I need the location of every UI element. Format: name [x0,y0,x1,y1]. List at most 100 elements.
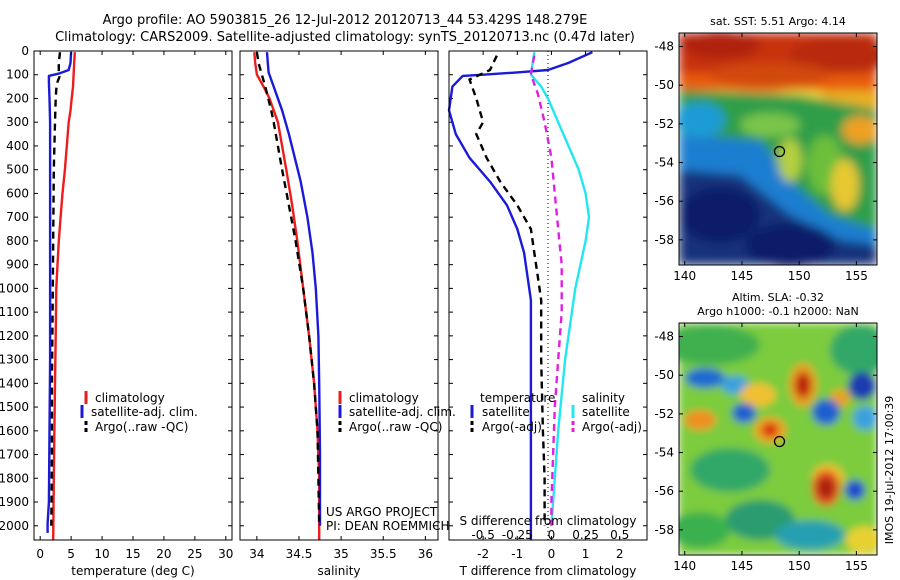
lon-tick-label: 145 [730,269,753,283]
salinity-frame [239,50,439,541]
difference-lines [447,51,593,540]
depth-tick-label: 0 [21,44,29,58]
salinity-legend: climatology satellite-adj. clim. Argo(..… [338,391,456,434]
sla-map-title2: Argo h1000: -0.1 h2000: NaN [697,305,859,318]
lat-tick-label: -54 [654,156,674,170]
x-tick-label: 35 [333,547,348,561]
lon-tick-label: 150 [788,269,811,283]
legend-climatology: climatology [95,391,165,405]
depth-tick-label: 1600 [0,424,29,438]
x-tick-label: 36 [418,547,433,561]
series-line-3 [529,55,563,526]
legend-s-satellite: satellite [582,405,630,419]
depth-tick-label: 1000 [0,281,29,295]
series-line-0 [447,51,593,540]
difference-legend: temperature satellite Argo(-adj) salinit… [470,391,642,434]
depth-tick-label: 600 [6,186,29,200]
legend-s-argo: Argo(-adj) [582,420,642,434]
s-difference-label: S difference from climatology [460,514,637,528]
depth-tick-label: 1200 [0,329,29,343]
legend-salinity-heading: salinity [582,391,625,405]
s-tick-label: 0.5 [610,528,629,542]
depth-tick-label: 1800 [0,471,29,485]
s-tick-label: -0.25 [502,528,533,542]
depth-tick-label: 900 [6,258,29,272]
sst-map-panel: sat. SST: 5.51 Argo: 4.14 [654,15,878,283]
salinity-lines [253,52,322,540]
depth-tick-label: 1400 [0,376,29,390]
t-difference-label: T difference from climatology [459,564,637,578]
argo-float-marker [773,435,786,448]
legend-temperature-heading: temperature [480,391,555,405]
depth-tick-label: 400 [6,139,29,153]
lat-tick-label: -48 [654,330,674,344]
temperature-legend: climatology satellite-adj. clim. Argo(..… [80,391,198,434]
x-tick-label: 5 [67,547,75,561]
depth-tick-label: 300 [6,115,29,129]
x-tick-label: 1 [582,547,590,561]
depth-tick-label: 800 [6,234,29,248]
x-tick-label: -2 [477,547,489,561]
x-tick-label: 2 [616,547,624,561]
lat-tick-label: -50 [654,368,674,382]
x-tick-label: 35.5 [370,547,397,561]
s-tick-label: 0 [548,528,556,542]
x-tick-label: 20 [156,547,171,561]
salinity-axis-label: salinity [317,564,360,578]
s-tick-label: -0.5 [471,528,494,542]
sla-map-title1: Altim. SLA: -0.32 [732,291,824,304]
legend-argo: Argo(..raw -QC) [95,420,188,434]
sla-map-frame [678,322,878,556]
pi-annotation: PI: DEAN ROEMMICH [326,519,449,533]
s-difference-ticks: -0.5 -0.25 0 0.25 0.5 [471,528,629,542]
depth-tick-label: 700 [6,210,29,224]
difference-frame [448,50,648,541]
sst-map-ticks: 140 145 150 155 -48 -50 -52 -54 -56 -58 [654,33,877,283]
series-line-2 [255,52,321,526]
lat-tick-label: -50 [654,78,674,92]
series-line-1 [46,52,73,533]
salinity-panel: 34 34.5 35 35.5 36 salinity climatology sate… [239,50,456,578]
sla-field [679,323,877,555]
temperature-lines [46,52,76,541]
lon-tick-label: 155 [845,559,868,573]
series-line-0 [52,52,76,541]
s-tick-label: 0.25 [572,528,599,542]
legend-satellite: satellite-adj. clim. [91,405,198,419]
lat-tick-label: -52 [654,117,674,131]
x-tick-label: 15 [125,547,140,561]
argo-float-marker [773,145,786,158]
depth-tick-label: 1300 [0,353,29,367]
figure-title-line2: Climatology: CARS2009. Satellite-adjuste… [55,30,635,45]
x-tick-label: 10 [94,547,109,561]
legend-climatology: climatology [349,391,419,405]
legend-t-satellite: satellite [482,405,530,419]
series-line-2 [529,52,591,526]
depth-axis-ticks: 0 100 200 300 400 500 600 700 800 900 1000 1100 1200… [0,44,647,533]
series-line-1 [265,52,322,526]
depth-tick-label: 500 [6,163,29,177]
x-tick-label: 30 [218,547,233,561]
lon-tick-label: 140 [673,559,696,573]
depth-tick-label: 1900 [0,495,29,509]
lat-tick-label: -58 [654,523,674,537]
lon-tick-label: 140 [673,269,696,283]
lon-tick-label: 150 [788,559,811,573]
depth-tick-label: 1100 [0,305,29,319]
legend-satellite: satellite-adj. clim. [349,405,456,419]
lon-tick-label: 155 [845,269,868,283]
lat-tick-label: -56 [654,194,674,208]
temperature-axis-label: temperature (deg C) [71,564,194,578]
depth-tick-label: 2000 [0,519,29,533]
lat-tick-label: -52 [654,407,674,421]
temperature-axis-ticks: 0 5 10 15 20 25 30 [36,51,233,561]
x-tick-label: 25 [187,547,202,561]
legend-argo: Argo(..raw -QC) [349,420,442,434]
x-tick-label: 34.5 [286,547,313,561]
depth-tick-label: 1500 [0,400,29,414]
depth-tick-label: 1700 [0,448,29,462]
lat-tick-label: -48 [654,40,674,54]
imos-timestamp: IMOS 19-Jul-2012 17:00:39 [883,396,896,545]
x-tick-label: 34 [249,547,264,561]
